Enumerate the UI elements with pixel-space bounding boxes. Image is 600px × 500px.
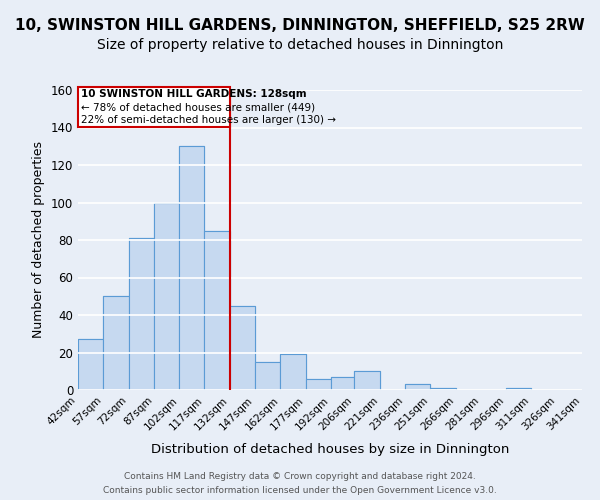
Bar xyxy=(205,230,230,390)
Bar xyxy=(430,388,455,390)
Bar xyxy=(128,238,154,390)
Bar xyxy=(506,388,532,390)
Bar xyxy=(179,146,205,390)
Y-axis label: Number of detached properties: Number of detached properties xyxy=(32,142,45,338)
Bar xyxy=(430,388,455,390)
Bar xyxy=(154,202,179,390)
Bar xyxy=(506,388,532,390)
Text: 10 SWINSTON HILL GARDENS: 128sqm: 10 SWINSTON HILL GARDENS: 128sqm xyxy=(82,89,307,99)
Bar xyxy=(205,230,230,390)
Bar xyxy=(405,384,430,390)
Bar xyxy=(305,379,331,390)
Bar xyxy=(355,371,380,390)
Bar xyxy=(405,384,430,390)
Bar xyxy=(103,296,128,390)
Bar xyxy=(179,146,205,390)
Bar xyxy=(230,306,255,390)
Bar xyxy=(331,377,355,390)
Bar xyxy=(103,296,128,390)
Bar xyxy=(280,354,305,390)
Bar xyxy=(154,202,179,390)
Bar xyxy=(280,354,305,390)
FancyBboxPatch shape xyxy=(78,87,230,126)
Text: 22% of semi-detached houses are larger (130) →: 22% of semi-detached houses are larger (… xyxy=(82,116,337,126)
Bar xyxy=(230,306,255,390)
Bar xyxy=(255,362,280,390)
Bar xyxy=(255,362,280,390)
Bar xyxy=(78,340,103,390)
Text: Contains HM Land Registry data © Crown copyright and database right 2024.: Contains HM Land Registry data © Crown c… xyxy=(124,472,476,481)
Bar xyxy=(331,377,355,390)
Text: ← 78% of detached houses are smaller (449): ← 78% of detached houses are smaller (44… xyxy=(82,102,316,112)
X-axis label: Distribution of detached houses by size in Dinnington: Distribution of detached houses by size … xyxy=(151,443,509,456)
Bar xyxy=(128,238,154,390)
Bar xyxy=(78,340,103,390)
Text: Size of property relative to detached houses in Dinnington: Size of property relative to detached ho… xyxy=(97,38,503,52)
Bar xyxy=(355,371,380,390)
Text: 10, SWINSTON HILL GARDENS, DINNINGTON, SHEFFIELD, S25 2RW: 10, SWINSTON HILL GARDENS, DINNINGTON, S… xyxy=(15,18,585,32)
Bar xyxy=(305,379,331,390)
Text: Contains public sector information licensed under the Open Government Licence v3: Contains public sector information licen… xyxy=(103,486,497,495)
